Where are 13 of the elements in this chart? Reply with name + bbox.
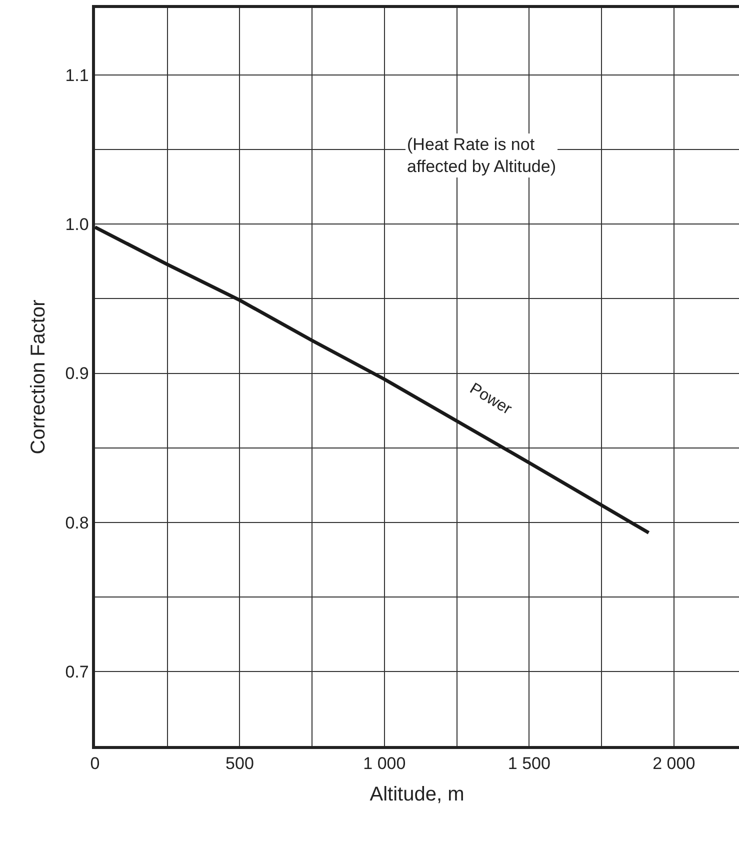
- annotation: (Heat Rate is not affected by Altitude): [407, 135, 556, 176]
- y-axis-title: Correction Factor: [28, 299, 50, 454]
- y-tick-label: 0.7: [65, 662, 89, 682]
- x-tick-label: 2 000: [652, 754, 696, 774]
- y-tick-label: 0.8: [65, 513, 89, 532]
- x-tick-label: 0: [90, 754, 100, 774]
- x-axis-title: Altitude, m: [370, 784, 464, 806]
- y-tick-label: 1.1: [65, 66, 89, 86]
- x-tick-label: 500: [226, 754, 254, 774]
- y-tick-label: 1.0: [65, 215, 89, 234]
- x-tick-label: 1 000: [363, 754, 406, 774]
- x-tick-label: 1 500: [508, 754, 550, 774]
- y-tick-label: 0.9: [65, 364, 89, 384]
